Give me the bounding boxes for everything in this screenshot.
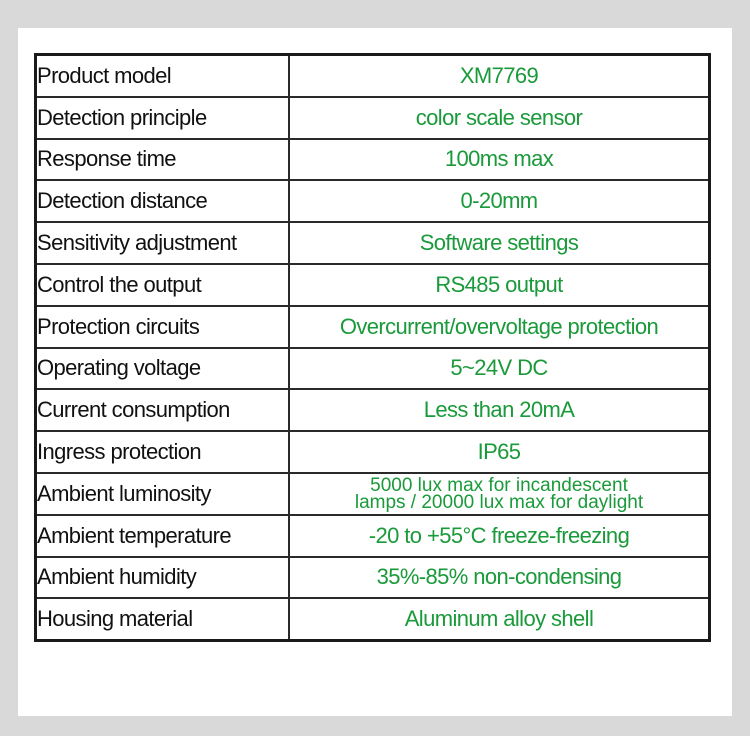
- row-value: 35%-85% non-condensing: [288, 555, 711, 600]
- row-label: Product model: [34, 53, 290, 98]
- specification-table: Product model XM7769 Detection principle…: [34, 53, 711, 643]
- row-label: Protection circuits: [34, 304, 290, 349]
- row-label: Ambient luminosity: [34, 471, 290, 516]
- table-row: Housing material Aluminum alloy shell: [34, 597, 711, 642]
- row-value-line: lamps / 20000 lux max for daylight: [354, 491, 644, 513]
- table-row: Ambient humidity 35%-85% non-condensing: [34, 555, 711, 600]
- table-row: Current consumption Less than 20mA: [34, 388, 711, 433]
- row-label: Operating voltage: [34, 346, 290, 391]
- row-value: color scale sensor: [288, 95, 711, 140]
- row-value: Software settings: [288, 221, 711, 265]
- row-value-line: 5000 lux max for incandescent: [370, 474, 628, 496]
- row-label: Ingress protection: [34, 430, 290, 474]
- row-label: Detection principle: [34, 95, 290, 140]
- row-value: Overcurrent/overvoltage protection: [288, 304, 711, 349]
- table-row: Sensitivity adjustment Software settings: [34, 221, 711, 265]
- row-value: XM7769: [288, 53, 711, 98]
- row-value: 0-20mm: [288, 179, 711, 224]
- row-value: 100ms max: [288, 137, 711, 182]
- table-row: Response time 100ms max: [34, 137, 711, 182]
- row-value: -20 to +55°C freeze-freezing: [288, 513, 711, 558]
- row-label: Current consumption: [34, 388, 290, 433]
- row-value: Aluminum alloy shell: [288, 597, 711, 642]
- row-label: Ambient temperature: [34, 513, 290, 558]
- row-label: Control the output: [34, 262, 290, 307]
- row-value: IP65: [288, 430, 711, 474]
- row-value: 5000 lux max for incandescent lamps / 20…: [288, 471, 711, 516]
- table-row: Product model XM7769: [34, 53, 711, 98]
- row-label: Sensitivity adjustment: [34, 221, 290, 265]
- table-row: Operating voltage 5~24V DC: [34, 346, 711, 391]
- row-value: RS485 output: [288, 262, 711, 307]
- row-label: Housing material: [34, 597, 290, 642]
- table-row: Detection principle color scale sensor: [34, 95, 711, 140]
- row-label: Detection distance: [34, 179, 290, 224]
- table-row: Detection distance 0-20mm: [34, 179, 711, 224]
- row-label: Response time: [34, 137, 290, 182]
- row-value: Less than 20mA: [288, 388, 711, 433]
- row-label: Ambient humidity: [34, 555, 290, 600]
- table-row: Control the output RS485 output: [34, 262, 711, 307]
- table-row: Protection circuits Overcurrent/overvolt…: [34, 304, 711, 349]
- table-row: Ingress protection IP65: [34, 430, 711, 474]
- row-value: 5~24V DC: [288, 346, 711, 391]
- table-row: Ambient luminosity 5000 lux max for inca…: [34, 471, 711, 516]
- table-row: Ambient temperature -20 to +55°C freeze-…: [34, 513, 711, 558]
